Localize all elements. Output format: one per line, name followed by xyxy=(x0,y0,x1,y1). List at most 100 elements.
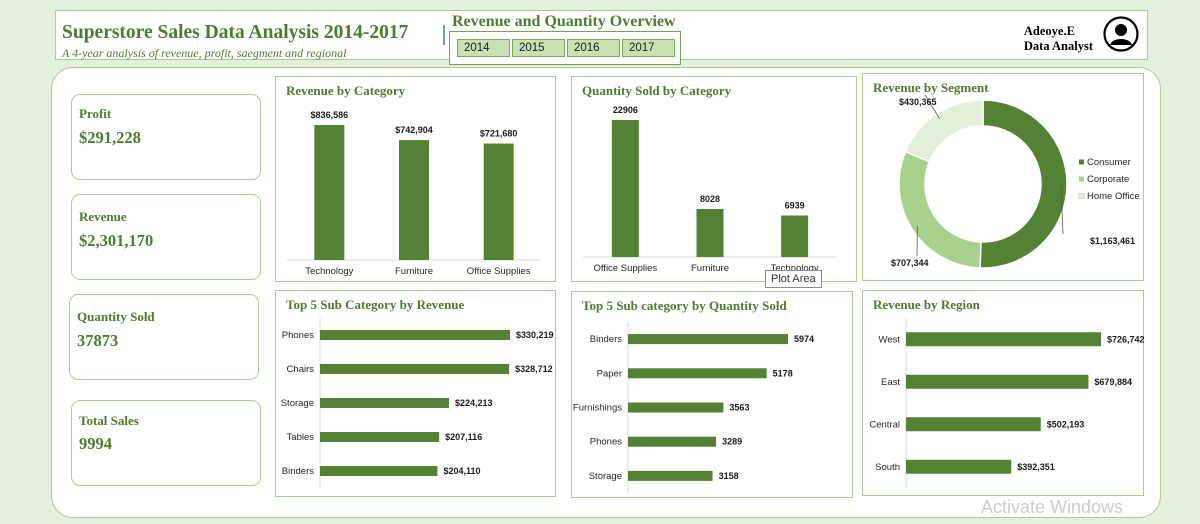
data-label: 3289 xyxy=(722,437,742,447)
kpi-value: 9994 xyxy=(79,434,112,453)
kpi-revenue: Revenue $2,301,170 xyxy=(71,194,261,280)
activate-windows-watermark: Activate Windows xyxy=(981,497,1124,517)
revenue-by-region-chart: Revenue by Region $726,742 West $679,884 Ea… xyxy=(862,290,1145,496)
data-label: $502,193 xyxy=(1047,419,1085,429)
data-label: 22906 xyxy=(613,105,638,115)
leader-line xyxy=(924,94,941,120)
category-label: Furnishings xyxy=(573,403,622,414)
data-label: 8028 xyxy=(700,194,720,204)
top5-subcat-revenue-plot: $330,219 Phones $328,712 Chairs $224,213 Stor… xyxy=(281,318,554,488)
bar-binders[interactable] xyxy=(628,334,788,345)
bar-office-supplies[interactable] xyxy=(611,120,639,257)
bar-storage[interactable] xyxy=(628,470,713,481)
category-label: Paper xyxy=(597,368,622,379)
category-label: Phones xyxy=(590,437,622,448)
data-label: $1,163,461 xyxy=(1090,236,1135,246)
bar-technology[interactable] xyxy=(314,125,345,260)
bar-central[interactable] xyxy=(906,417,1041,432)
quantity-by-category-chart: Quantity Sold by Category 22906 Office Su… xyxy=(571,76,857,282)
revenue-by-category-chart: Revenue by Category $836,586 Technology $7… xyxy=(275,76,556,282)
data-label: $330,219 xyxy=(516,330,554,340)
data-label: $742,904 xyxy=(395,125,433,135)
category-label: West xyxy=(879,334,901,345)
data-label: 3563 xyxy=(729,403,749,413)
kpi-label: Profit xyxy=(79,106,112,121)
bar-east[interactable] xyxy=(906,374,1089,389)
data-label: 6939 xyxy=(785,200,805,210)
year-tab-2016[interactable]: 2016 xyxy=(567,39,620,57)
bar-furniture[interactable] xyxy=(399,140,429,260)
kpi-value: $2,301,170 xyxy=(79,231,154,250)
revenue-by-segment-plot: $1,163,461 $707,344 $430,365 Consumer Corpor… xyxy=(891,94,1140,269)
bar-chairs[interactable] xyxy=(320,364,510,374)
kpi-profit: Profit $291,228 xyxy=(71,94,261,180)
bar-tables[interactable] xyxy=(320,432,440,442)
bar-south[interactable] xyxy=(906,459,1012,474)
year-slicer: 2014 2015 2016 2017 xyxy=(449,31,681,65)
data-label: 5178 xyxy=(773,368,793,378)
category-label: Technology xyxy=(305,266,353,277)
bar-technology[interactable] xyxy=(781,215,809,257)
bar-storage[interactable] xyxy=(320,398,450,408)
leader-line xyxy=(1060,185,1064,235)
author-block: Adeoye.E Data Analyst xyxy=(1024,24,1093,54)
category-label: Chairs xyxy=(287,364,315,375)
overview-title: Revenue and Quantity Overview xyxy=(452,13,676,30)
legend-label: Consumer xyxy=(1087,157,1131,168)
slice-home-office[interactable] xyxy=(904,99,984,163)
bar-phones[interactable] xyxy=(320,330,510,340)
bar-phones[interactable] xyxy=(628,436,717,447)
author-role: Data Analyst xyxy=(1023,39,1093,53)
year-tab-2014[interactable]: 2014 xyxy=(457,39,510,57)
category-label: Furniture xyxy=(691,263,729,274)
revenue-by-region-plot: $726,742 West $679,884 East $502,193 Central $… xyxy=(869,318,1145,488)
revenue-by-category-plot: $836,586 Technology $742,904 Furniture $721,… xyxy=(287,110,541,277)
legend-label: Home Office xyxy=(1087,191,1140,202)
category-label: Central xyxy=(869,419,900,430)
year-tab-2015[interactable]: 2015 xyxy=(512,39,565,57)
category-label: Phones xyxy=(282,330,314,341)
page-title: Superstore Sales Data Analysis 2014-2017 xyxy=(62,22,409,43)
category-label: South xyxy=(875,462,900,473)
bar-binders[interactable] xyxy=(320,466,438,476)
category-label: Office Supplies xyxy=(467,266,531,277)
kpi-label: Quantity Sold xyxy=(77,309,155,324)
data-label: $207,116 xyxy=(445,432,482,442)
slice-consumer[interactable] xyxy=(979,99,1068,269)
user-circle-icon xyxy=(1103,16,1139,52)
data-label: $707,344 xyxy=(891,258,929,268)
bar-paper[interactable] xyxy=(628,368,767,379)
year-tab-2017[interactable]: 2017 xyxy=(622,39,675,57)
category-label: Office Supplies xyxy=(593,263,657,274)
category-label: Storage xyxy=(589,471,622,482)
data-label: $679,884 xyxy=(1094,377,1132,387)
slice-corporate[interactable] xyxy=(898,150,982,269)
bar-furniture[interactable] xyxy=(696,208,724,257)
data-label: $430,365 xyxy=(899,97,937,107)
category-label: Furniture xyxy=(395,266,433,277)
top5-subcat-quantity-chart: Top 5 Sub category by Quantity Sold 5974… xyxy=(571,291,853,498)
legend-swatch xyxy=(1079,176,1084,182)
chart-title: Revenue by Category xyxy=(286,83,406,98)
data-label: $392,351 xyxy=(1017,462,1055,472)
page-subtitle: A 4-year analysis of revenue, profit, sa… xyxy=(62,46,347,60)
data-label: $726,742 xyxy=(1107,334,1145,344)
chart-title: Top 5 Sub category by Quantity Sold xyxy=(582,298,787,313)
top5-subcat-quantity-plot: 5974 Binders 5178 Paper 3563 Furnishings 3289 P… xyxy=(573,322,814,493)
chart-title: Top 5 Sub Category by Revenue xyxy=(286,297,465,312)
data-label: $836,586 xyxy=(311,110,349,120)
dashboard-header: Superstore Sales Data Analysis 2014-2017… xyxy=(55,10,1148,65)
quantity-by-category-plot: 22906 Office Supplies 8028 Furniture 6939 Tec… xyxy=(583,105,837,274)
bar-furnishings[interactable] xyxy=(628,402,724,413)
kpi-total-sales: Total Sales 9994 xyxy=(71,400,261,486)
legend-label: Corporate xyxy=(1087,174,1129,185)
kpi-quantity-sold: Quantity Sold 37873 xyxy=(69,294,259,380)
title-separator xyxy=(443,25,445,45)
kpi-label: Revenue xyxy=(79,209,127,224)
author-name: Adeoye.E xyxy=(1023,24,1075,38)
category-label: East xyxy=(881,377,900,388)
data-label: 5974 xyxy=(794,334,814,344)
data-label: $224,213 xyxy=(455,398,493,408)
bar-west[interactable] xyxy=(906,332,1101,347)
bar-office-supplies[interactable] xyxy=(483,143,514,260)
